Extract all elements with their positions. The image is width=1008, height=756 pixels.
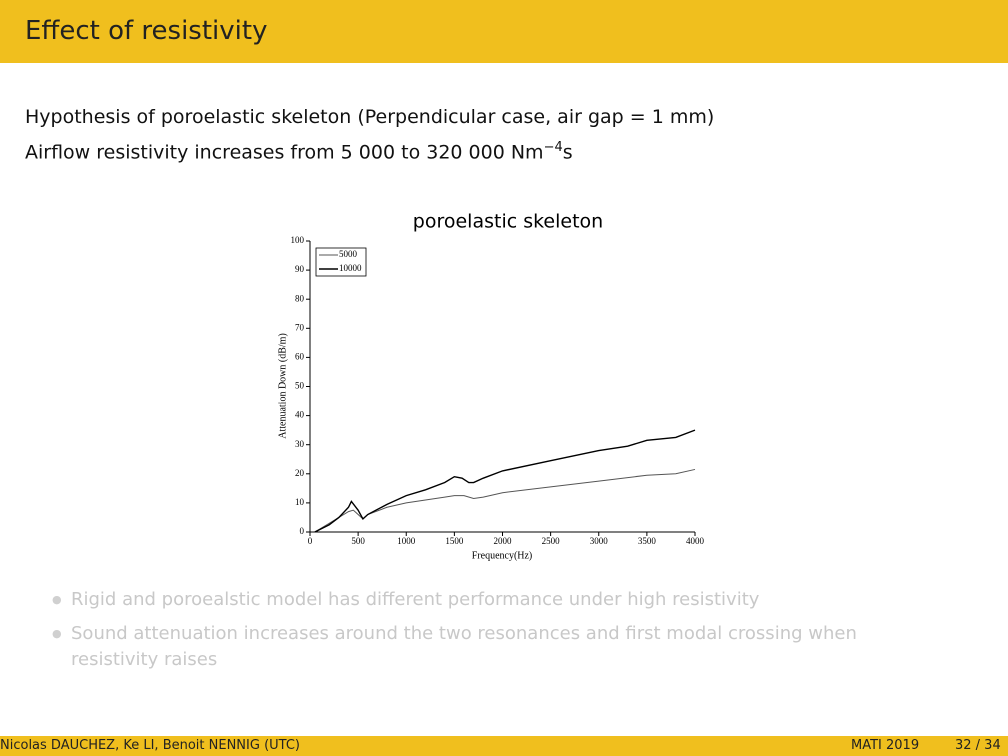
x-axis-label: Frequency(Hz) [472, 550, 533, 561]
x-tick-label: 2500 [542, 536, 561, 546]
y-tick-label: 60 [295, 351, 305, 361]
y-tick-label: 30 [295, 439, 305, 449]
x-tick-label: 2000 [494, 536, 513, 546]
x-tick-label: 1000 [397, 536, 416, 546]
footer-event: MATI 2019 [851, 738, 920, 753]
x-tick-label: 3000 [590, 536, 609, 546]
legend-box [315, 247, 367, 277]
body-line: Hypothesis of poroelastic skeleton (Perp… [25, 106, 715, 128]
footer-authors: Nicolas DAUCHEZ, Ke LI, Benoit NENNIG (U… [0, 738, 300, 753]
chart: poroelastic skeleton Frequency(Hz) Atten… [277, 211, 705, 562]
x-tick-label: 4000 [686, 536, 705, 546]
data-line [314, 429, 696, 533]
header-bar [0, 0, 1008, 63]
text: s [562, 141, 573, 164]
footer-bar: Nicolas DAUCHEZ, Ke LI, Benoit NENNIG (U… [0, 736, 1008, 756]
text: Airflow resistivity increases from 5 000… [25, 141, 544, 164]
legend-label: 10000 [339, 263, 362, 273]
y-tick-label: 10 [295, 497, 305, 507]
legend-label: 5000 [339, 249, 358, 259]
y-axis-label: Attenuation Down (dB/m) [277, 333, 288, 439]
data-line [314, 468, 696, 533]
y-tick-label: 0 [300, 526, 305, 536]
slide-title: Effect of resistivity [25, 16, 268, 46]
chart-title: poroelastic skeleton [413, 211, 603, 233]
y-tick-label: 50 [295, 381, 305, 391]
y-tick-label: 80 [295, 293, 305, 303]
footer-page: 32 / 34 [955, 738, 1001, 753]
superscript: −4 [543, 140, 563, 155]
x-tick-label: 3500 [638, 536, 657, 546]
y-tick-label: 40 [295, 410, 305, 420]
body-line: Airflow resistivity increases from 5 000… [25, 140, 573, 163]
bullet: Sound attenuation increases around the t… [52, 621, 941, 673]
y-tick-label: 100 [291, 235, 305, 245]
x-tick-label: 1500 [445, 536, 464, 546]
x-tick-label: 0 [308, 536, 313, 546]
bullet: Rigid and poroealstic model has differen… [52, 587, 941, 613]
y-tick-label: 90 [295, 264, 305, 274]
x-tick-label: 500 [351, 536, 365, 546]
y-tick-label: 20 [295, 468, 305, 478]
y-tick-label: 70 [295, 322, 305, 332]
